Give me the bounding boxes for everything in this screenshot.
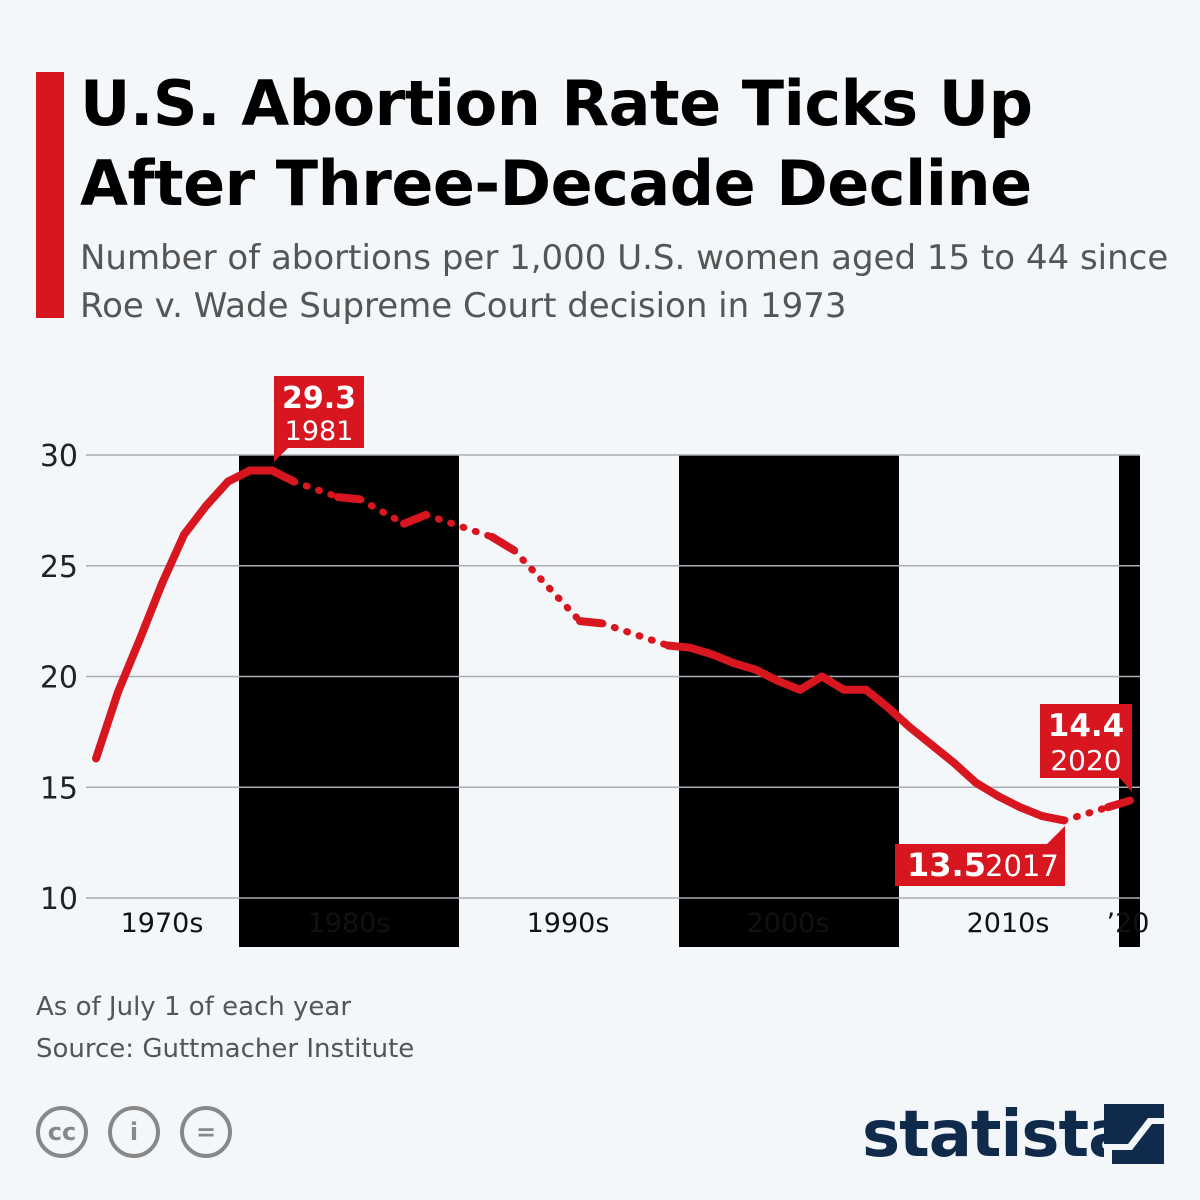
cc-license-icon[interactable]: cc [36,1106,88,1158]
dotted-segment [598,619,672,649]
x-tick-label: 1970s [121,908,204,939]
statista-logo[interactable]: statista [862,1098,1131,1172]
annotation-value: 13.5 [907,846,986,884]
annotation-pointer [1118,776,1132,792]
y-tick-label: 20 [40,661,78,696]
x-tick-label: 2010s [967,908,1050,939]
line-segment [114,634,144,697]
line-segment [334,493,364,504]
annotation-pointer [1045,826,1065,846]
line-segment [136,579,166,643]
accent-bar [36,72,64,318]
dotted-segment [290,478,342,501]
decade-band [1119,455,1140,947]
line-segment [884,703,914,732]
line-segment [796,672,826,694]
annotation-year: 2020 [1050,744,1121,777]
x-tick-label: 1990s [527,908,610,939]
statista-logo-icon [1104,1104,1164,1164]
line-segment [576,617,606,628]
dotted-segment [422,511,496,541]
annotation-year: 2017 [985,849,1059,883]
line-chart: 10 15 20 25 30 1970s 1980s 1990s 2000s 2010s ’20 29… [40,376,1150,947]
dotted-segment [1060,803,1112,824]
line-segment [92,688,122,763]
decade-band [679,455,899,947]
line-segment [972,778,1002,801]
chart-title: U.S. Abortion Rate Ticks Up After Three-… [80,67,1033,220]
line-segment [158,530,188,588]
y-tick-label: 30 [40,439,78,474]
no-derivatives-icon[interactable]: = [180,1106,232,1158]
line-segment [818,672,848,694]
line-segment [1104,796,1134,812]
annotation-year: 1981 [285,416,354,447]
y-tick-label: 15 [40,771,78,806]
line-segment [488,532,518,555]
dotted-segment [510,546,584,625]
annotation-pointer [274,446,290,462]
decade-band [239,455,459,947]
line-segment [950,758,980,787]
annotation-box [274,376,364,448]
line-segment [202,477,232,510]
line-segment [400,510,430,528]
line-segment [862,685,892,712]
annotation-box [895,844,1065,886]
attribution-icon[interactable]: i [108,1106,160,1158]
line-segment [928,741,958,767]
line-segment [1038,812,1068,825]
y-tick-label: 25 [40,550,78,585]
annotation-box [1040,704,1132,778]
chart-subtitle: Number of abortions per 1,000 U.S. women… [80,238,1169,326]
line-segment [752,665,782,685]
footnote: As of July 1 of each year [36,992,352,1022]
line-segment [906,723,936,750]
dotted-segment [356,495,408,528]
source: Source: Guttmacher Institute [36,1034,415,1064]
annotation-value: 14.4 [1048,708,1125,744]
line-segment [180,501,210,539]
x-tick-label: 1980s [308,908,391,939]
line-segment [268,466,298,486]
annotation-value: 29.3 [282,381,356,416]
y-tick-label: 10 [40,882,78,917]
line-segment [994,792,1024,812]
line-segment [224,466,254,486]
x-tick-label: 2000s [747,908,830,939]
x-tick-label: ’20 [1107,908,1150,939]
